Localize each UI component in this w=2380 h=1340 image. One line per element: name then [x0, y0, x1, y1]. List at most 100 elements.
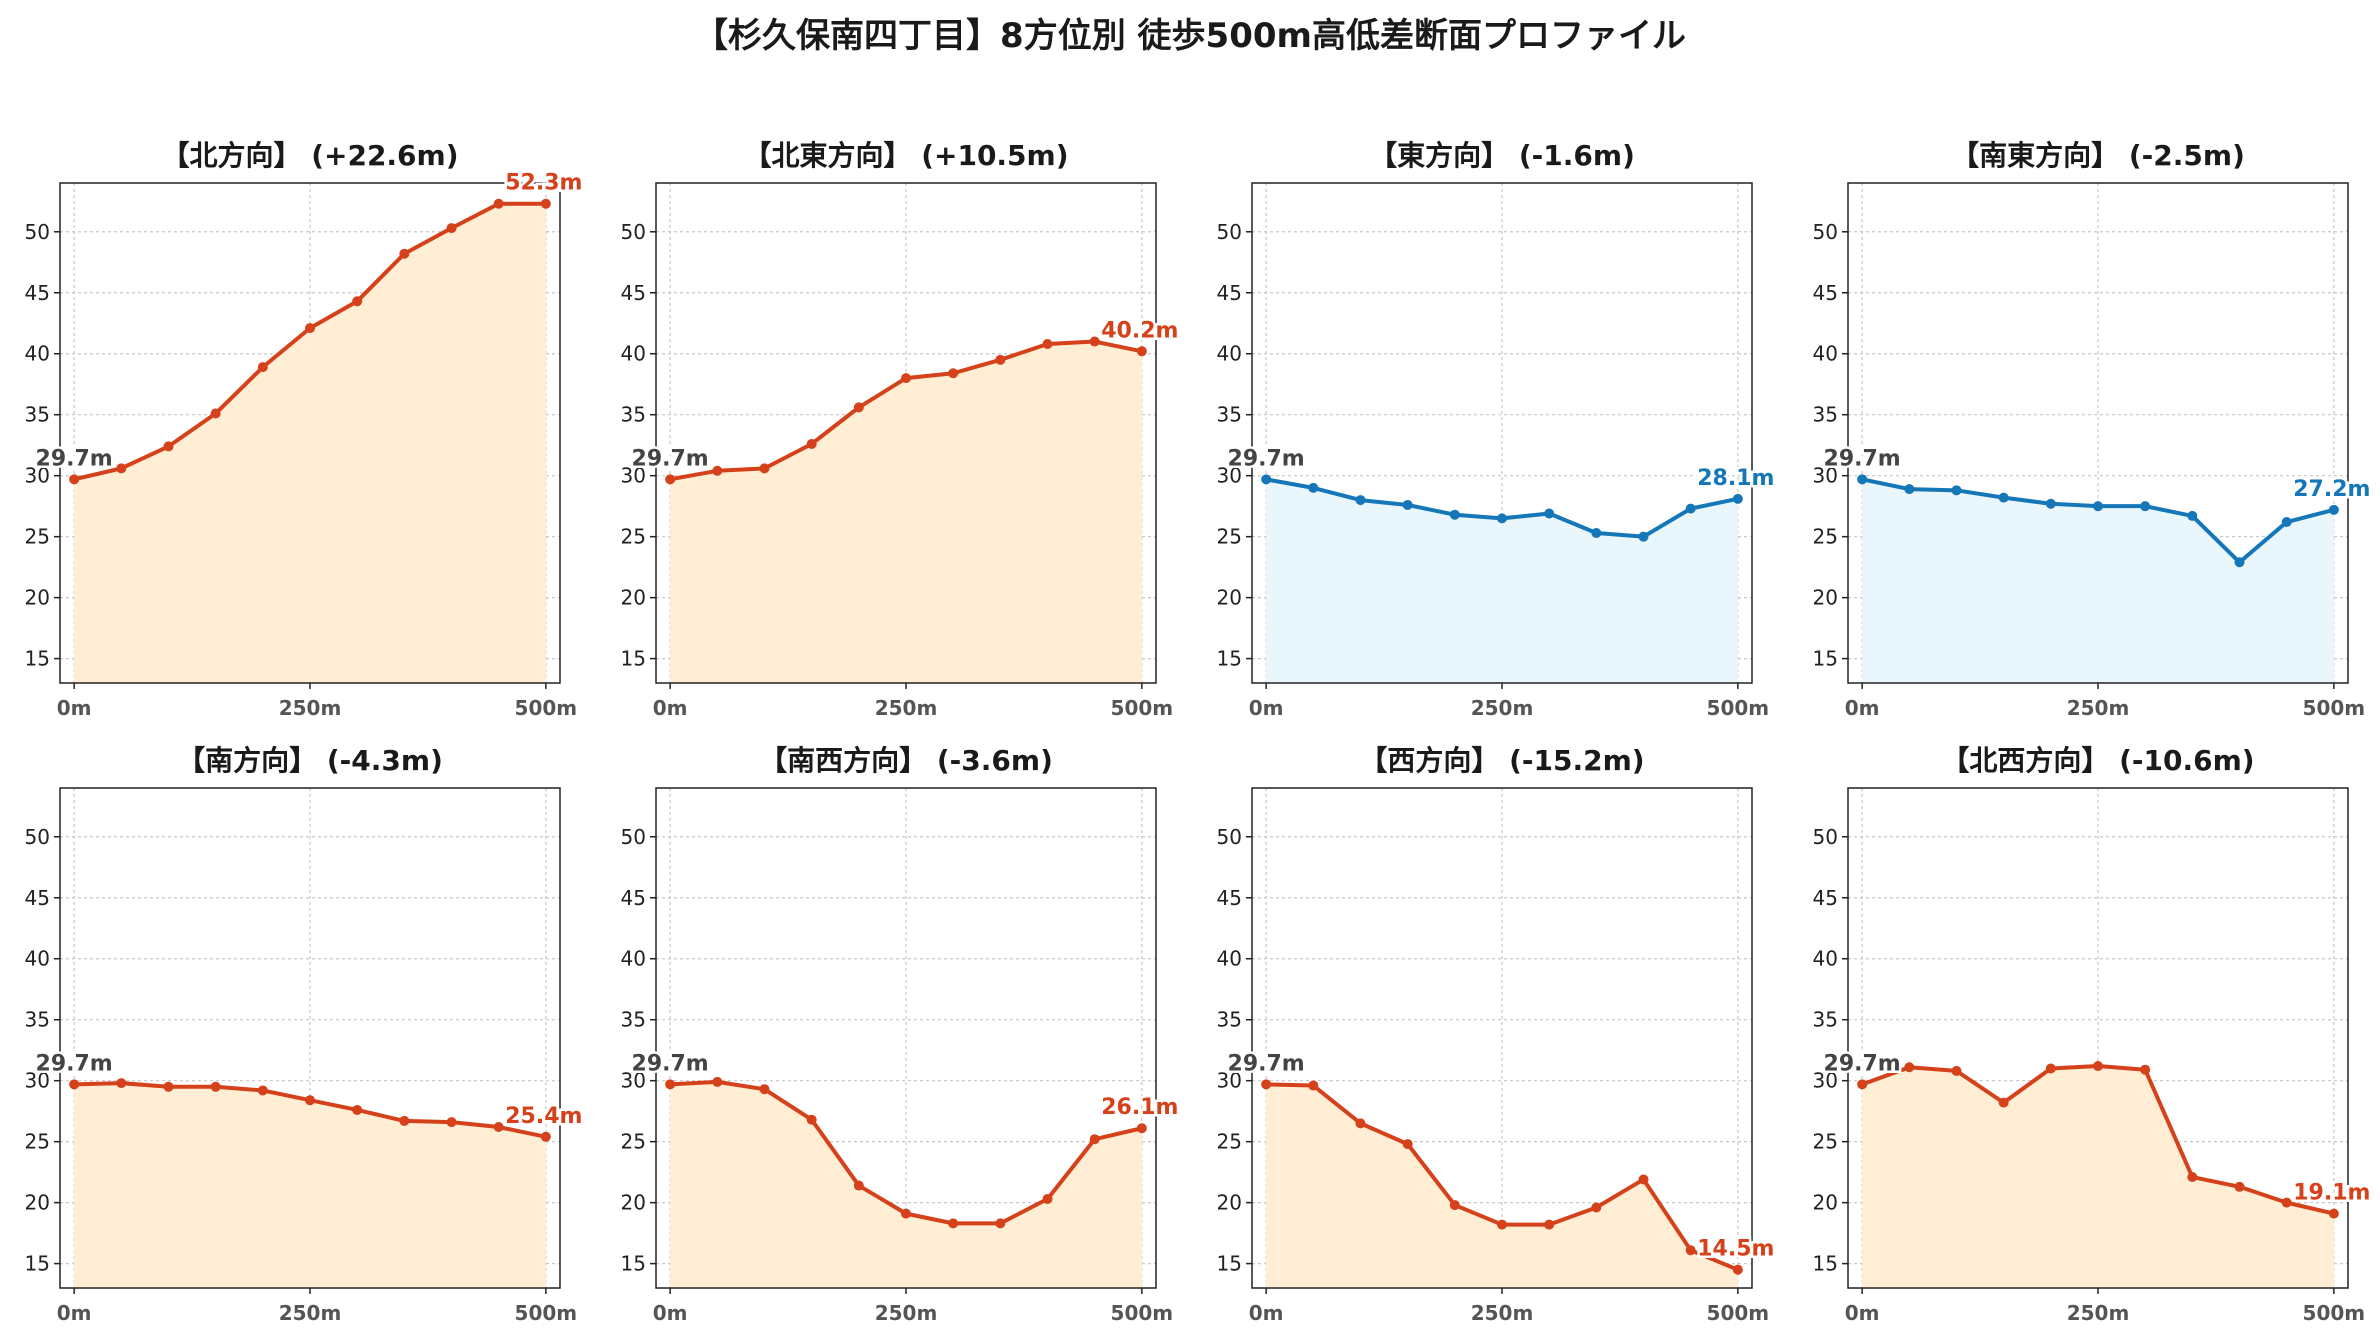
y-tick-label: 50 — [1813, 825, 1838, 849]
data-point — [759, 1084, 770, 1095]
y-tick-label: 25 — [1217, 1130, 1242, 1154]
data-point — [1685, 1245, 1696, 1256]
data-point — [1544, 1219, 1555, 1230]
end-value-label: 26.1m — [1101, 1095, 1178, 1120]
y-tick-label: 45 — [25, 281, 50, 305]
data-point — [2281, 517, 2292, 528]
start-value-label: 29.7m — [1228, 1051, 1305, 1076]
data-point — [759, 463, 770, 474]
data-point — [1857, 474, 1868, 485]
start-value-label: 29.7m — [1824, 446, 1901, 471]
data-point — [305, 1095, 315, 1106]
area-fill — [74, 1083, 546, 1288]
data-point — [948, 1218, 959, 1229]
x-tick-label: 250m — [2067, 1301, 2130, 1325]
data-point — [853, 1180, 864, 1191]
y-tick-label: 15 — [621, 1252, 646, 1276]
data-point — [116, 463, 127, 474]
end-value-label: 25.4m — [505, 1104, 582, 1129]
data-point — [2093, 1061, 2103, 1072]
y-tick-label: 30 — [25, 464, 50, 488]
data-point — [806, 438, 817, 449]
end-value-label: 14.5m — [1697, 1237, 1774, 1262]
data-point — [1355, 1118, 1366, 1129]
x-tick-label: 0m — [653, 696, 688, 720]
data-point — [712, 1076, 723, 1087]
data-point — [399, 1115, 410, 1126]
data-point — [540, 1131, 551, 1142]
data-point — [948, 368, 959, 379]
y-tick-label: 30 — [1217, 464, 1242, 488]
x-tick-label: 250m — [875, 1301, 938, 1325]
data-point — [2093, 501, 2103, 512]
y-tick-label: 15 — [25, 647, 50, 671]
data-point — [1857, 1079, 1868, 1090]
panel-title: 【南西方向】 (-3.6m) — [759, 744, 1053, 777]
data-point — [2234, 557, 2245, 568]
y-tick-label: 15 — [1217, 1252, 1242, 1276]
panel-title: 【北方向】 (+22.6m) — [161, 139, 458, 172]
y-tick-label: 50 — [621, 825, 646, 849]
start-value-label: 29.7m — [632, 446, 709, 471]
y-tick-label: 20 — [25, 1191, 50, 1215]
data-point — [1089, 1134, 1100, 1145]
data-point — [1638, 1174, 1649, 1185]
y-tick-label: 50 — [621, 220, 646, 244]
y-tick-label: 30 — [1813, 464, 1838, 488]
data-point — [2281, 1197, 2292, 1208]
start-value-label: 29.7m — [1824, 1051, 1901, 1076]
data-point — [1136, 346, 1147, 357]
panel-title: 【南東方向】 (-2.5m) — [1951, 139, 2245, 172]
y-tick-label: 25 — [1813, 525, 1838, 549]
area-fill — [74, 203, 546, 684]
area-fill — [1266, 479, 1738, 683]
data-point — [712, 465, 723, 476]
data-point — [1497, 1219, 1507, 1230]
y-tick-label: 35 — [621, 403, 646, 427]
data-point — [257, 362, 268, 373]
y-tick-label: 35 — [1813, 403, 1838, 427]
panel-title: 【東方向】 (-1.6m) — [1369, 139, 1635, 172]
panel-title: 【北西方向】 (-10.6m) — [1941, 744, 2254, 777]
y-tick-label: 30 — [1813, 1069, 1838, 1093]
start-value-label: 29.7m — [632, 1051, 709, 1076]
data-point — [1449, 509, 1460, 520]
y-tick-label: 30 — [621, 464, 646, 488]
y-tick-label: 25 — [25, 1130, 50, 1154]
end-value-label: 19.1m — [2293, 1181, 2370, 1206]
x-tick-label: 500m — [1111, 1301, 1174, 1325]
data-point — [446, 1117, 457, 1128]
x-tick-label: 500m — [1111, 696, 1174, 720]
area-fill — [670, 1081, 1142, 1288]
x-tick-label: 500m — [2303, 1301, 2366, 1325]
y-tick-label: 25 — [25, 525, 50, 549]
x-tick-label: 250m — [279, 696, 342, 720]
y-tick-label: 35 — [1217, 1008, 1242, 1032]
x-tick-label: 0m — [1249, 696, 1284, 720]
x-tick-label: 500m — [515, 1301, 578, 1325]
data-point — [2187, 510, 2198, 521]
y-tick-label: 40 — [621, 342, 646, 366]
x-tick-label: 0m — [1845, 1301, 1880, 1325]
x-tick-label: 500m — [1707, 696, 1770, 720]
data-point — [399, 248, 410, 259]
data-point — [1732, 493, 1743, 504]
y-tick-label: 40 — [1217, 947, 1242, 971]
y-tick-label: 45 — [25, 886, 50, 910]
data-point — [446, 223, 457, 234]
data-point — [1402, 1139, 1413, 1150]
data-point — [1308, 482, 1319, 493]
data-point — [2140, 501, 2151, 512]
start-value-label: 29.7m — [36, 446, 113, 471]
data-point — [1904, 484, 1915, 495]
y-tick-label: 45 — [621, 281, 646, 305]
x-tick-label: 250m — [279, 1301, 342, 1325]
x-tick-label: 250m — [1471, 1301, 1534, 1325]
data-point — [2328, 1208, 2339, 1219]
